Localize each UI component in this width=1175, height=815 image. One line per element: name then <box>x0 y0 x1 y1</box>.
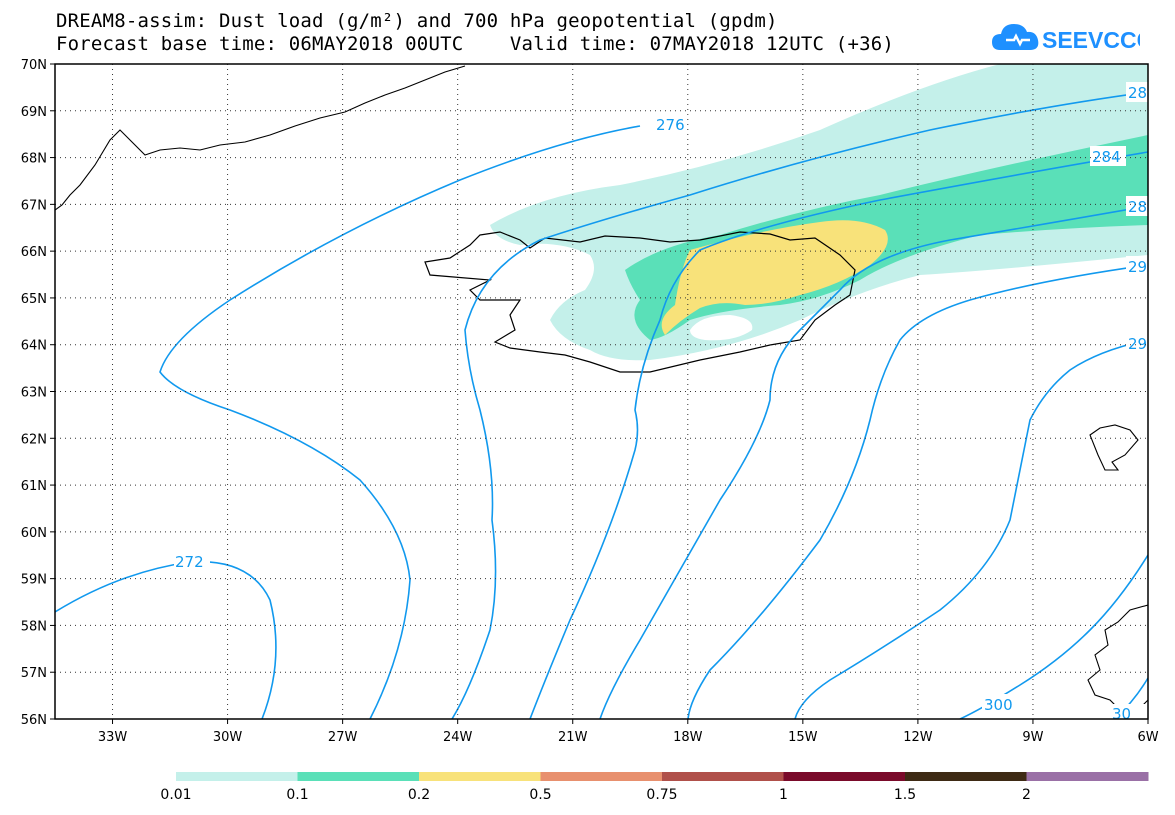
legend-label: 0.2 <box>408 787 430 803</box>
contour-label-304: 30 <box>1112 705 1131 723</box>
legend-label: 2 <box>1022 787 1031 803</box>
legend-swatch <box>1026 772 1149 781</box>
contour-272 <box>55 560 277 719</box>
legend-swatch <box>419 772 541 781</box>
lat-tick-label: 59N <box>21 573 47 588</box>
contour-label-284: 284 <box>1092 148 1121 166</box>
legend-label: 0.1 <box>286 787 308 803</box>
contour-292 <box>687 264 1148 719</box>
lon-tick-label: 27W <box>328 730 358 745</box>
colorbar-legend: 0.01 0.1 0.2 0.5 0.75 1 1.5 2 <box>160 772 1149 803</box>
contour-label-276: 276 <box>656 116 685 134</box>
legend-label: 1 <box>779 787 788 803</box>
legend-label: 0.01 <box>160 787 191 803</box>
logo-text: SEEVCCC <box>1042 27 1140 53</box>
lat-tick-label: 63N <box>21 386 47 401</box>
legend-swatch <box>905 772 1027 781</box>
lon-tick-label: 33W <box>98 730 128 745</box>
lat-tick-label: 60N <box>21 526 47 541</box>
legend-label: 1.5 <box>894 787 916 803</box>
legend-swatch <box>783 772 906 781</box>
contour-label-296: 29 <box>1128 335 1147 353</box>
map-title: DREAM8-assim: Dust load (g/m²) and 700 h… <box>56 10 778 32</box>
lon-tick-label: 15W <box>788 730 818 745</box>
legend-swatch <box>540 772 663 781</box>
lat-tick-label: 65N <box>21 292 47 307</box>
legend-label: 0.75 <box>646 787 677 803</box>
lat-tick-label: 68N <box>21 152 47 167</box>
contour-label-300: 300 <box>984 696 1013 714</box>
lat-tick-label: 62N <box>21 432 47 447</box>
map-grid <box>55 64 1148 719</box>
map-subtitle: Forecast base time: 06MAY2018 00UTC Vali… <box>56 33 895 55</box>
lat-tick-label: 70N <box>21 58 47 73</box>
lat-tick-label: 56N <box>21 713 47 728</box>
lon-tick-label: 6W <box>1137 730 1158 745</box>
cloud-icon <box>992 24 1039 50</box>
lat-tick-label: 58N <box>21 619 47 634</box>
contour-288 <box>599 205 1148 719</box>
lon-tick-label: 24W <box>443 730 473 745</box>
lat-tick-label: 61N <box>21 479 47 494</box>
seevccc-logo: SEEVCCC <box>992 24 1140 53</box>
contour-label-280: 28 <box>1128 84 1147 102</box>
legend-swatch <box>297 772 420 781</box>
lat-tick-label: 67N <box>21 198 47 213</box>
axis-ticks: 33W 30W 27W 24W 21W 18W 15W 12W 9W 6W 70N 69N 68N 67N… <box>21 58 1159 745</box>
greenland-coastline <box>55 65 466 211</box>
lat-tick-label: 66N <box>21 245 47 260</box>
contour-284 <box>529 151 1148 719</box>
faroe-islands-coastline <box>1089 424 1139 471</box>
lat-tick-label: 64N <box>21 339 47 354</box>
lon-tick-label: 21W <box>558 730 588 745</box>
scotland-coastline <box>1087 604 1148 711</box>
legend-label: 0.5 <box>529 787 551 803</box>
contour-label-272: 272 <box>175 553 204 571</box>
contour-label-288: 28 <box>1128 198 1147 216</box>
lon-tick-label: 18W <box>673 730 703 745</box>
contour-276 <box>159 125 641 719</box>
legend-swatch <box>176 772 298 781</box>
contour-280 <box>451 91 1148 719</box>
dust-gap <box>690 315 753 341</box>
legend-swatch <box>662 772 784 781</box>
lon-tick-label: 9W <box>1022 730 1043 745</box>
contour-label-292: 29 <box>1128 258 1147 276</box>
lon-tick-label: 30W <box>213 730 243 745</box>
contour-296 <box>794 339 1148 719</box>
lon-tick-label: 12W <box>903 730 933 745</box>
lat-tick-label: 57N <box>21 666 47 681</box>
lat-tick-label: 69N <box>21 105 47 120</box>
